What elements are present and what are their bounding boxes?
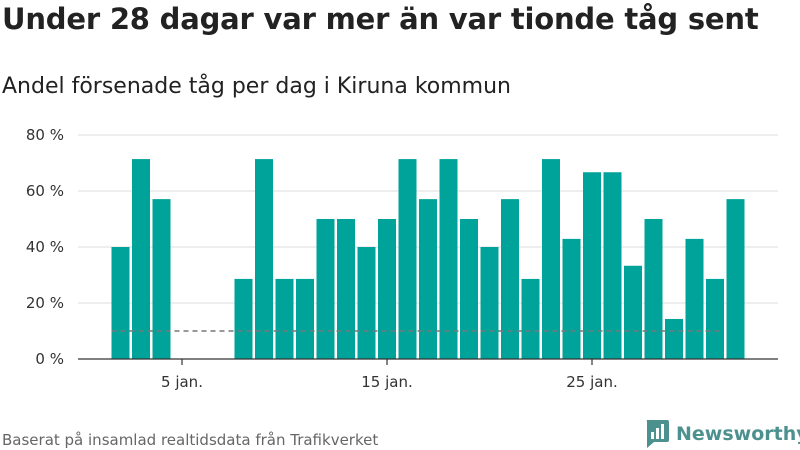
- x-tick-label: 5 jan.: [161, 373, 203, 391]
- bar: [398, 159, 417, 359]
- bar: [439, 159, 458, 359]
- bar: [562, 238, 581, 359]
- bar: [665, 318, 683, 359]
- bar-chart-logo-icon: [646, 420, 669, 448]
- bar: [542, 159, 560, 359]
- bar: [234, 278, 253, 359]
- bar: [706, 278, 724, 359]
- bar: [644, 219, 663, 359]
- bar: [419, 199, 437, 359]
- bar: [255, 159, 273, 359]
- bar: [337, 219, 355, 359]
- bar: [152, 199, 171, 359]
- brand[interactable]: Newsworthy: [644, 419, 800, 449]
- bar: [460, 219, 478, 359]
- bar: [132, 159, 150, 359]
- axes: 0 % 20 % 40 % 60 % 80 % 5 jan. 15 jan. 25 jan.: [26, 126, 778, 391]
- bar: [726, 199, 745, 359]
- chart-subtitle: Andel försenade tåg per dag i Kiruna kom…: [2, 74, 511, 99]
- bar: [624, 265, 642, 359]
- x-tick-label: 25 jan.: [566, 373, 618, 391]
- bar: [275, 278, 294, 359]
- bar: [583, 172, 601, 359]
- chart-title: Under 28 dagar var mer än var tionde tåg…: [2, 2, 759, 36]
- y-tick-label: 80 %: [26, 126, 64, 144]
- y-tick-label: 0 %: [35, 350, 64, 368]
- y-tick-label: 60 %: [26, 182, 64, 200]
- bar: [378, 219, 396, 359]
- y-tick-label: 20 %: [26, 294, 64, 312]
- bar: [480, 247, 499, 359]
- bar: [111, 247, 130, 359]
- x-tick-label: 15 jan.: [361, 373, 413, 391]
- bar: [603, 172, 622, 359]
- bar: [501, 199, 519, 359]
- source-note: Baserat på insamlad realtidsdata från Tr…: [2, 431, 379, 449]
- y-tick-label: 40 %: [26, 238, 64, 256]
- bar: [685, 238, 704, 359]
- bar: [357, 247, 376, 359]
- bar: [296, 278, 314, 359]
- bar: [521, 278, 540, 359]
- bar: [316, 219, 335, 359]
- bars: [111, 159, 745, 359]
- brand-name: Newsworthy: [676, 423, 800, 445]
